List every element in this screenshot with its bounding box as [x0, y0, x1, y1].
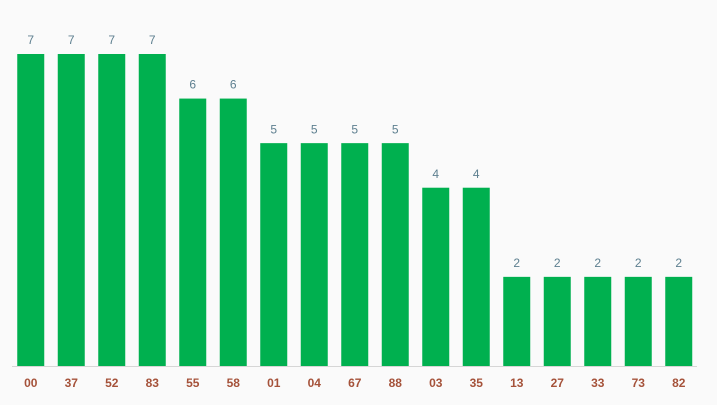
bar [543, 276, 571, 366]
value-label: 2 [513, 256, 520, 270]
bar [462, 187, 490, 366]
value-label: 2 [554, 256, 561, 270]
value-label: 7 [27, 33, 34, 47]
bar [341, 143, 369, 366]
x-tick-label: 27 [551, 376, 565, 390]
x-tick-label: 67 [348, 376, 362, 390]
bar [98, 54, 126, 366]
value-label: 2 [675, 256, 682, 270]
x-tick-label: 03 [429, 376, 443, 390]
bar [665, 276, 693, 366]
bar [17, 54, 45, 366]
bar [381, 143, 409, 366]
bar [422, 187, 450, 366]
x-tick-label: 52 [105, 376, 119, 390]
x-tick-label: 73 [632, 376, 646, 390]
bar [219, 98, 247, 367]
x-tick-label: 83 [146, 376, 160, 390]
value-label: 2 [635, 256, 642, 270]
x-tick-label: 55 [186, 376, 200, 390]
x-tick-label: 04 [308, 376, 322, 390]
value-label: 6 [189, 78, 196, 92]
value-label: 7 [108, 33, 115, 47]
value-label: 5 [392, 122, 399, 136]
value-label: 4 [432, 167, 439, 181]
value-label: 7 [68, 33, 75, 47]
value-label: 4 [473, 167, 480, 181]
bar [57, 54, 85, 366]
x-tick-label: 13 [510, 376, 524, 390]
x-tick-label: 58 [227, 376, 241, 390]
value-label: 5 [270, 122, 277, 136]
x-tick-label: 01 [267, 376, 281, 390]
bar [260, 143, 288, 366]
x-tick-label: 35 [470, 376, 484, 390]
x-tick-label: 00 [24, 376, 38, 390]
x-tick-label: 37 [65, 376, 79, 390]
x-tick-label: 33 [591, 376, 605, 390]
value-label: 7 [149, 33, 156, 47]
value-label: 2 [594, 256, 601, 270]
x-tick-label: 82 [672, 376, 686, 390]
value-label: 5 [311, 122, 318, 136]
value-label: 5 [351, 122, 358, 136]
bar [138, 54, 166, 366]
value-label: 6 [230, 78, 237, 92]
bar [300, 143, 328, 366]
bar [503, 276, 531, 366]
bar [624, 276, 652, 366]
x-tick-label: 88 [389, 376, 403, 390]
bar [179, 98, 207, 367]
bar [584, 276, 612, 366]
